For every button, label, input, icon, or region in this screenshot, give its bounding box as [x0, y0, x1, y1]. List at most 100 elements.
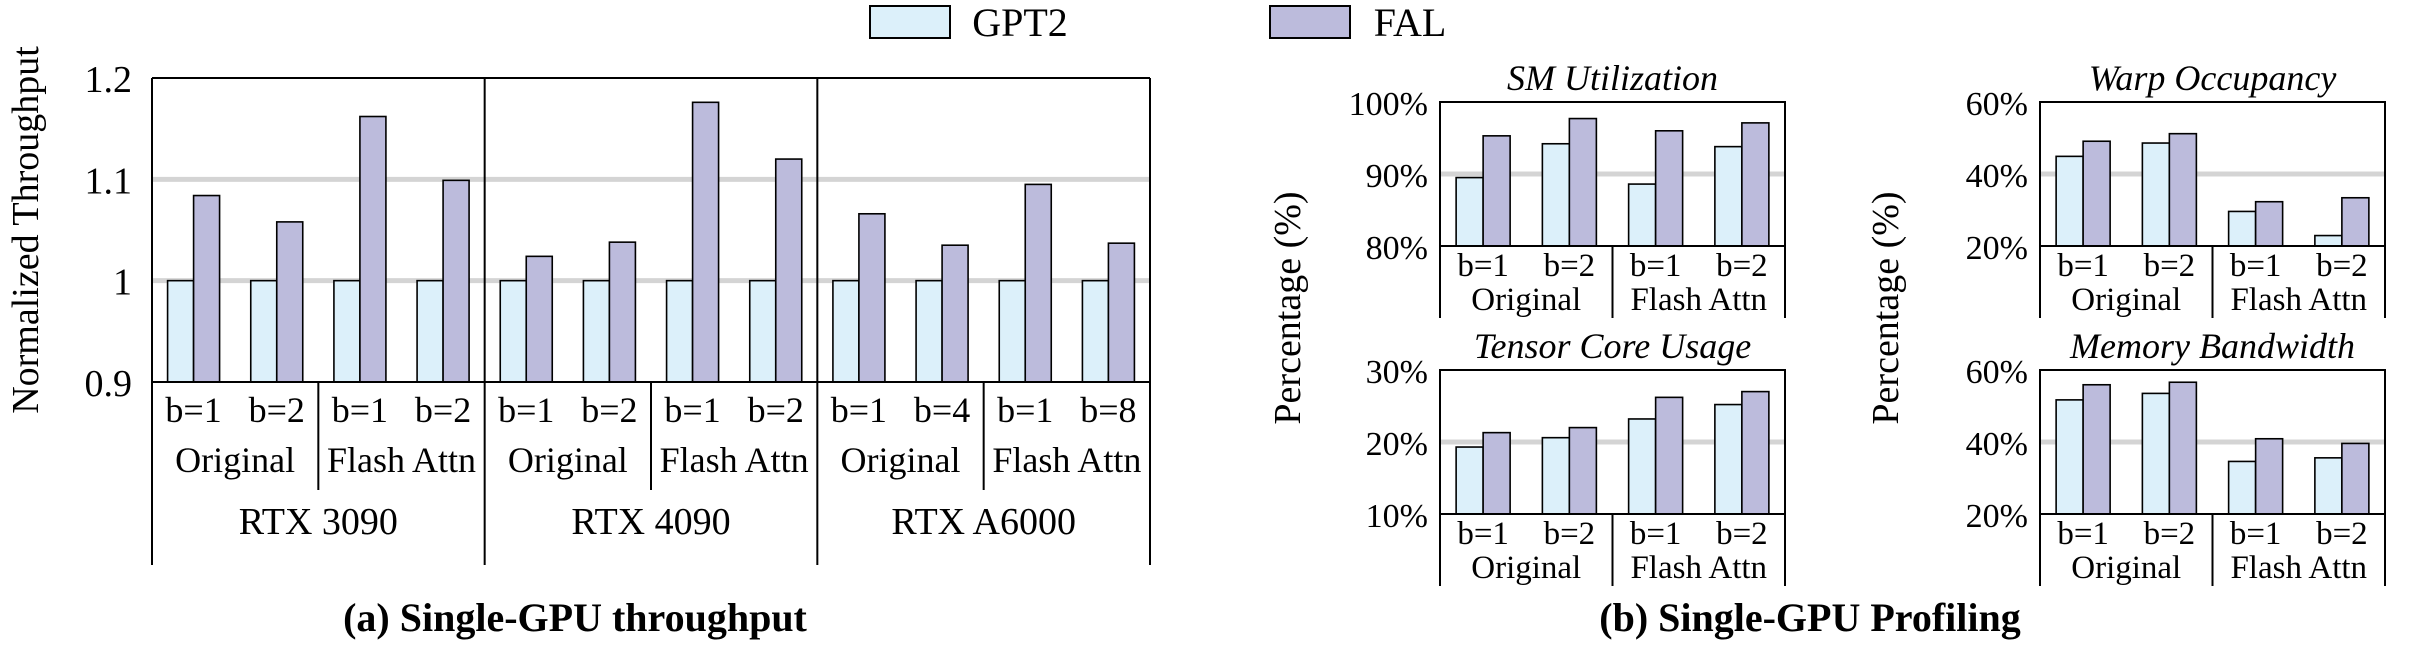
throughput-ytick-1: 1: [113, 262, 132, 304]
throughput-group-label-rtx-a6000: RTX A6000: [891, 501, 1076, 543]
throughput-batch-label: b=2: [249, 390, 305, 430]
sm-utilization-batch-label: b=1: [1457, 248, 1509, 284]
tensor-core-usage-bar-gpt2-3: [1714, 403, 1743, 515]
throughput-batch-label: b=2: [415, 390, 471, 430]
throughput-rtx-4090-bar-fal-3: [774, 158, 803, 383]
memory-bandwidth-ytick-2: 60%: [1966, 354, 2028, 391]
throughput-rtx-4090-bar-gpt2-1: [582, 279, 611, 383]
throughput-method-label: Flash Attn: [992, 440, 1141, 480]
throughput-batch-label: b=1: [498, 390, 554, 430]
sm-utilization-method-label: Flash Attn: [1630, 282, 1767, 318]
sm-utilization-ytick-0: 80%: [1366, 230, 1428, 267]
throughput-batch-label: b=4: [914, 390, 970, 430]
warp-occupancy-bar-gpt2-1: [2141, 142, 2171, 247]
tensor-core-usage-batch-label: b=1: [1630, 516, 1682, 552]
throughput-ytick-2: 1.1: [85, 160, 133, 202]
warp-occupancy-title: Warp Occupancy: [2089, 58, 2337, 98]
throughput-rtx-a6000-bar-fal-3: [1107, 242, 1136, 383]
throughput-rtx-3090-bar-fal-0: [192, 194, 221, 383]
caption-a: (a) Single-GPU throughput: [343, 595, 807, 640]
memory-bandwidth-title: Memory Bandwidth: [2069, 326, 2355, 366]
throughput-ytick-0: 0.9: [85, 363, 133, 405]
throughput-batch-label: b=2: [748, 390, 804, 430]
tensor-core-usage-ytick-2: 30%: [1366, 354, 1428, 391]
throughput-batch-label: b=1: [332, 390, 388, 430]
sm-utilization-bar-gpt2-0: [1455, 176, 1484, 247]
sm-utilization-batch-label: b=2: [1716, 248, 1768, 284]
throughput-rtx-3090-bar-gpt2-3: [416, 279, 444, 383]
throughput-method-label: Original: [841, 440, 961, 480]
throughput-rtx-a6000-bar-gpt2-0: [832, 279, 860, 383]
warp-occupancy-bar-fal-1: [2168, 132, 2198, 247]
memory-bandwidth-bar-fal-3: [2341, 442, 2370, 515]
memory-bandwidth-bar-gpt2-1: [2141, 392, 2171, 515]
sm-utilization-batch-label: b=1: [1630, 248, 1682, 284]
warp-occupancy-bar-gpt2-2: [2227, 210, 2257, 247]
legend-label-fal: FAL: [1374, 0, 1447, 45]
memory-bandwidth-bar-gpt2-2: [2227, 460, 2257, 515]
throughput-batch-label: b=1: [165, 390, 221, 430]
sm-utilization-bar-gpt2-2: [1627, 183, 1657, 247]
throughput-rtx-3090-bar-gpt2-0: [166, 279, 195, 383]
tensor-core-usage-bar-gpt2-0: [1455, 446, 1484, 515]
sm-utilization-bar-gpt2-1: [1541, 142, 1571, 247]
caption-b: (b) Single-GPU Profiling: [1599, 595, 2021, 640]
legend: GPT2 FAL: [869, 0, 1447, 45]
legend-label-gpt2: GPT2: [972, 0, 1068, 45]
memory-bandwidth-batch-label: b=2: [2316, 516, 2368, 552]
tensor-core-usage-batch-label: b=2: [1544, 516, 1596, 552]
sm-utilization-bar-fal-0: [1482, 135, 1511, 247]
memory-bandwidth-batch-label: b=1: [2230, 516, 2282, 552]
throughput-rtx-4090-bar-fal-2: [691, 101, 720, 383]
tensor-core-usage-bar-fal-2: [1654, 396, 1684, 515]
throughput-rtx-3090-bar-fal-3: [442, 179, 470, 383]
throughput-method-label: Original: [508, 440, 628, 480]
warp-occupancy-method-label: Original: [2071, 282, 2181, 318]
throughput-rtx-3090-bar-fal-2: [359, 115, 387, 383]
sm-utilization-bar-gpt2-3: [1714, 145, 1743, 247]
warp-occupancy-method-label: Flash Attn: [2230, 282, 2367, 318]
legend-swatch-gpt2: [869, 5, 951, 39]
throughput-batch-label: b=1: [664, 390, 720, 430]
warp-occupancy-bar-gpt2-3: [2314, 234, 2343, 247]
warp-occupancy-bar-fal-3: [2341, 196, 2370, 247]
legend-swatch-fal: [1269, 5, 1351, 39]
throughput-rtx-3090-bar-gpt2-1: [249, 279, 278, 383]
memory-bandwidth-bar-fal-2: [2254, 437, 2284, 515]
throughput-rtx-4090-bar-gpt2-3: [748, 279, 777, 383]
tensor-core-usage-bar-gpt2-1: [1541, 436, 1571, 515]
sm-utilization-ytick-2: 100%: [1349, 86, 1428, 123]
throughput-batch-label: b=8: [1080, 390, 1136, 430]
sm-utilization-batch-label: b=2: [1544, 248, 1596, 284]
throughput-method-label: Original: [175, 440, 295, 480]
tensor-core-usage-ytick-1: 20%: [1366, 426, 1428, 463]
sm-utilization-method-label: Original: [1471, 282, 1581, 318]
tensor-core-usage-method-label: Flash Attn: [1630, 550, 1767, 586]
tensor-core-usage-batch-label: b=1: [1457, 516, 1509, 552]
sm-utilization-bar-fal-2: [1654, 130, 1684, 247]
warp-occupancy-bar-gpt2-0: [2055, 155, 2084, 247]
throughput-rtx-4090-bar-fal-1: [608, 241, 637, 383]
memory-bandwidth-bar-fal-0: [2082, 383, 2111, 515]
throughput-ytick-3: 1.2: [85, 59, 133, 101]
throughput-batch-label: b=1: [831, 390, 887, 430]
throughput-ylabel: Normalized Throughput: [5, 46, 47, 414]
profiling-ylabel-0: Percentage (%): [1267, 191, 1309, 424]
tensor-core-usage-bar-gpt2-2: [1627, 418, 1657, 515]
throughput-batch-label: b=2: [581, 390, 637, 430]
throughput-rtx-a6000-bar-gpt2-3: [1081, 279, 1110, 383]
throughput-batch-label: b=1: [997, 390, 1053, 430]
sm-utilization-title: SM Utilization: [1507, 58, 1718, 98]
warp-occupancy-batch-label: b=2: [2144, 248, 2196, 284]
warp-occupancy-batch-label: b=1: [2230, 248, 2282, 284]
throughput-rtx-a6000-bar-gpt2-2: [998, 279, 1027, 383]
throughput-rtx-3090-bar-fal-1: [275, 221, 304, 383]
memory-bandwidth-method-label: Flash Attn: [2230, 550, 2367, 586]
warp-occupancy-batch-label: b=1: [2057, 248, 2109, 284]
memory-bandwidth-ytick-0: 20%: [1966, 498, 2028, 535]
